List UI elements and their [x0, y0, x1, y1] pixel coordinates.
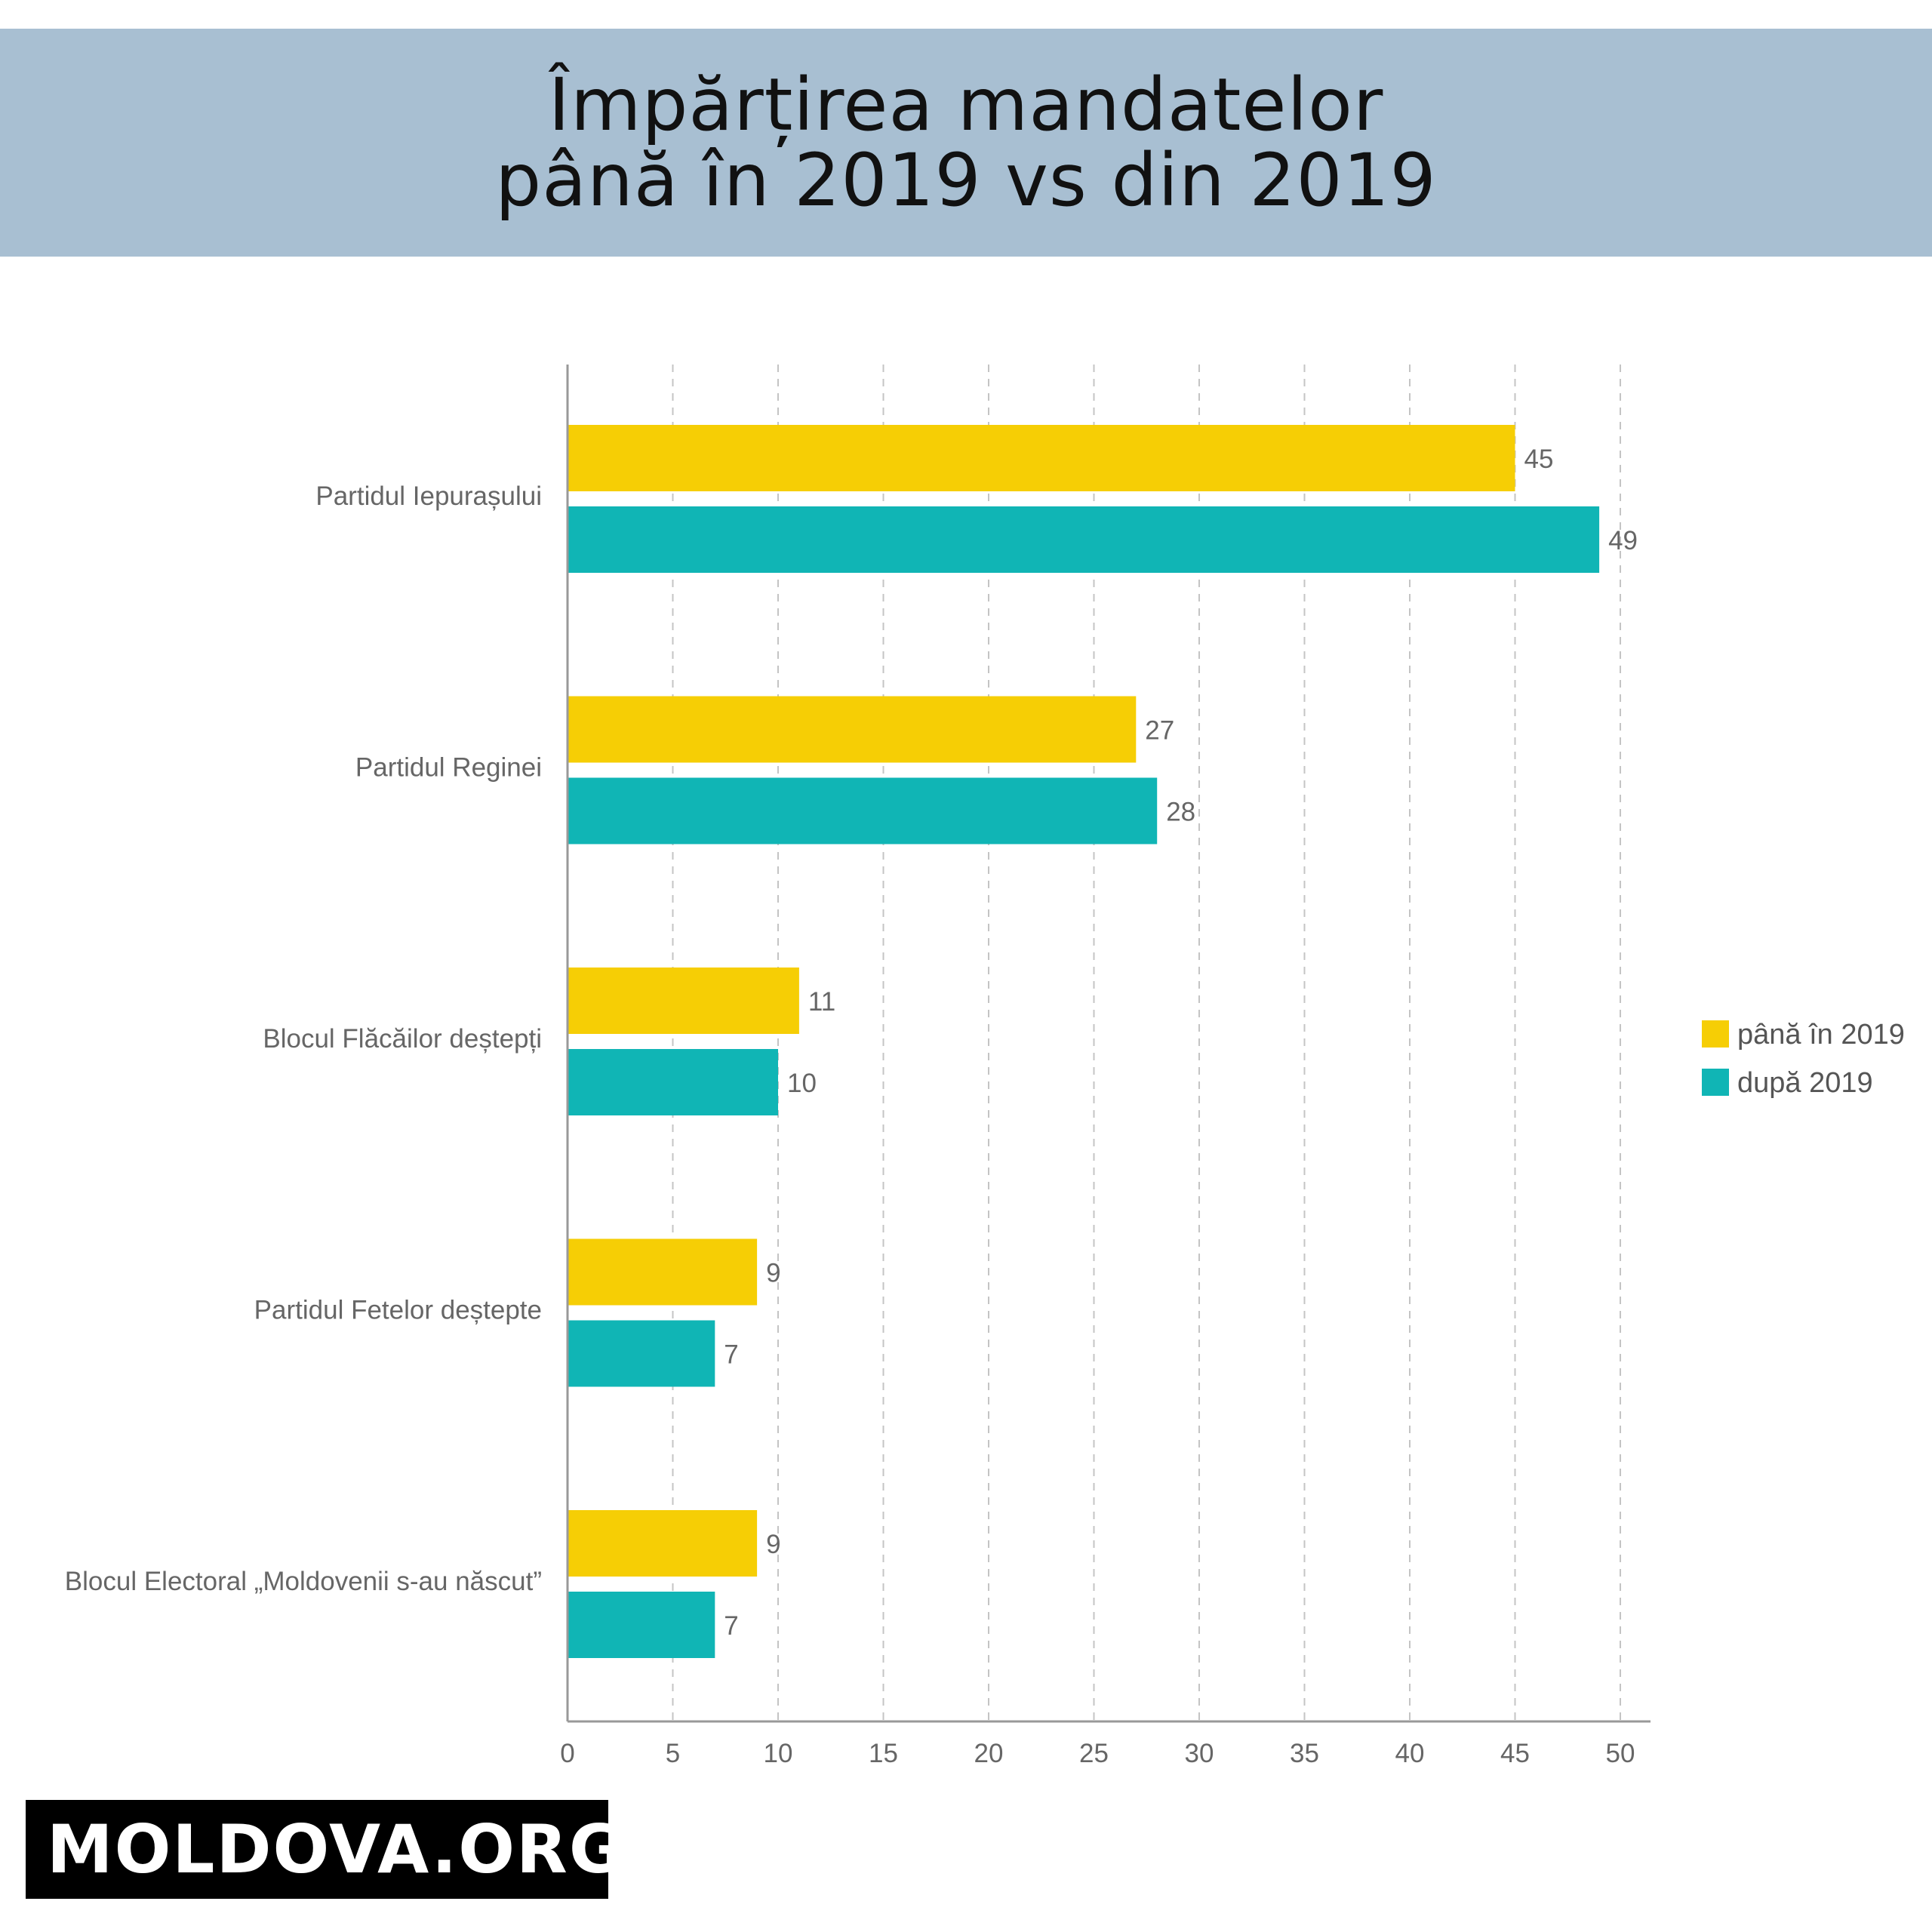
bar — [568, 425, 1515, 491]
data-label: 27 — [1145, 716, 1174, 746]
brand-logo-text: MOLDOVA.ORG — [47, 1810, 626, 1888]
category-label: Partidul Iepurașului — [315, 481, 542, 511]
chart-title-line-1: Împărțirea mandatelor — [548, 63, 1384, 147]
x-tick-label: 40 — [1395, 1739, 1425, 1768]
bar — [568, 1510, 758, 1577]
title-banner: Împărțirea mandatelor până în 2019 vs di… — [0, 29, 1932, 257]
x-tick-label: 0 — [560, 1739, 574, 1768]
data-label: 45 — [1524, 445, 1554, 474]
bar — [568, 777, 1158, 844]
data-label: 11 — [808, 987, 835, 1017]
bar — [568, 1049, 778, 1115]
bar — [568, 696, 1137, 763]
legend-swatch — [1702, 1020, 1729, 1048]
x-tick-label: 5 — [666, 1739, 680, 1768]
x-tick-label: 35 — [1290, 1739, 1319, 1768]
bar — [568, 1238, 758, 1306]
chart-title-line-2: până în 2019 vs din 2019 — [495, 138, 1437, 223]
data-label: 9 — [766, 1530, 780, 1559]
data-label: 49 — [1608, 526, 1638, 555]
data-label: 9 — [766, 1259, 780, 1288]
x-tick-label: 20 — [974, 1739, 1004, 1768]
bar — [568, 968, 799, 1034]
x-tick-label: 25 — [1079, 1739, 1109, 1768]
bar — [568, 1592, 715, 1658]
x-tick-label: 45 — [1500, 1739, 1530, 1768]
legend-label: până în 2019 — [1737, 1019, 1905, 1051]
data-label: 7 — [724, 1340, 738, 1370]
data-label: 10 — [787, 1069, 817, 1098]
category-label: Partidul Fetelor deștepte — [254, 1296, 542, 1325]
data-label: 7 — [724, 1611, 738, 1641]
data-label: 28 — [1166, 798, 1195, 827]
x-tick-label: 30 — [1185, 1739, 1214, 1768]
brand-logo: MOLDOVA.ORG — [26, 1800, 623, 1899]
x-tick-label: 10 — [764, 1739, 793, 1768]
category-label: Blocul Flăcăilor deștepți — [263, 1024, 542, 1054]
legend-label: după 2019 — [1737, 1067, 1873, 1099]
category-label: Blocul Electoral „Moldovenii s-au născut… — [65, 1567, 542, 1596]
bar — [568, 506, 1600, 573]
legend-swatch — [1702, 1069, 1729, 1096]
x-tick-label: 50 — [1606, 1739, 1635, 1768]
x-tick-label: 15 — [869, 1739, 898, 1768]
category-label: Partidul Reginei — [355, 753, 542, 783]
bar — [568, 1320, 715, 1387]
